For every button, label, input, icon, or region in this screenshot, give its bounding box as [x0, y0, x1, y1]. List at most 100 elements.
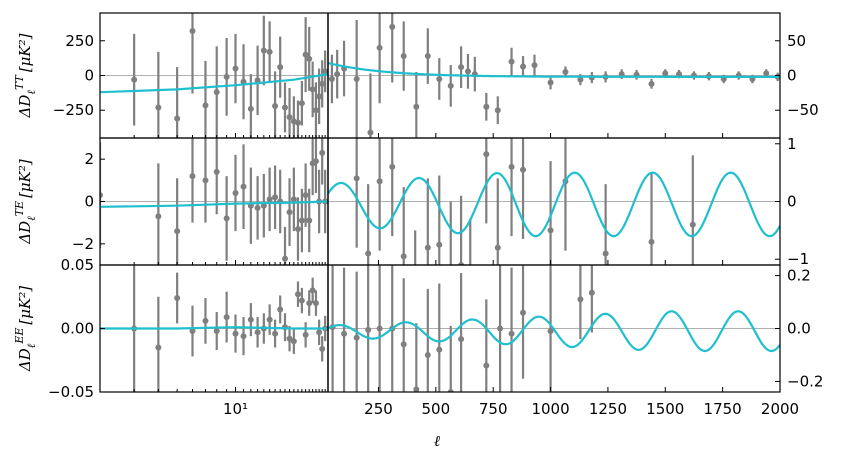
right-tick-label: 0 — [787, 193, 797, 211]
data-point — [367, 129, 374, 136]
data-point — [202, 317, 209, 324]
x-tick-label: 1750 — [704, 400, 742, 418]
data-point — [306, 300, 313, 307]
plot-layer: −250 0 250 −50 0 50 ΔDℓTT[μK²] −2 0 2 −1 0 1 ΔDℓTE[μK… — [13, 12, 823, 418]
right-tick-label: −0.2 — [787, 372, 823, 390]
data-point — [316, 329, 323, 336]
data-point — [266, 48, 273, 55]
data-point — [298, 217, 305, 224]
left-tick-label: 250 — [65, 32, 94, 50]
data-point — [302, 51, 309, 58]
data-point — [389, 163, 396, 170]
data-point — [174, 228, 181, 235]
data-point — [316, 93, 323, 100]
low-ell-points — [100, 138, 328, 265]
data-point — [213, 89, 220, 96]
data-point — [266, 196, 273, 203]
data-point — [319, 149, 326, 156]
data-point — [618, 71, 625, 78]
data-point — [202, 177, 209, 184]
low-ell-points — [131, 265, 328, 392]
data-point — [436, 75, 443, 82]
data-point — [277, 306, 284, 313]
data-point — [281, 255, 288, 262]
data-point — [662, 70, 669, 77]
data-point — [436, 346, 443, 353]
data-point — [376, 178, 383, 185]
data-point — [298, 100, 305, 107]
data-point — [290, 196, 297, 203]
left-tick-label: −250 — [53, 101, 94, 119]
data-point — [531, 62, 538, 69]
data-point — [424, 351, 431, 358]
data-point — [447, 82, 454, 89]
data-point — [290, 338, 297, 345]
data-point — [247, 316, 254, 323]
data-point — [286, 209, 293, 216]
data-point — [302, 192, 309, 199]
data-point — [223, 215, 230, 222]
x-tick-label: 250 — [364, 400, 393, 418]
left-tick-label: 0 — [84, 193, 94, 211]
left-tick-label: −2 — [72, 235, 94, 253]
low-ell-points — [131, 13, 328, 138]
data-point — [189, 328, 196, 335]
data-point — [155, 104, 162, 111]
x-tick-label: 1500 — [646, 400, 684, 418]
data-point — [213, 328, 220, 335]
right-tick-label: −1 — [787, 250, 809, 268]
data-point — [412, 297, 418, 303]
data-point — [497, 325, 504, 332]
data-point — [494, 107, 501, 114]
panel-TE: −2 0 2 −1 0 1 ΔDℓTE[μK²] — [13, 135, 809, 303]
data-point — [260, 47, 267, 54]
x-tick-label-low: 10¹ — [223, 400, 248, 418]
left-tick-label: 0.00 — [61, 320, 94, 338]
data-point — [309, 86, 316, 93]
data-point — [508, 330, 515, 337]
data-point — [306, 217, 313, 224]
right-tick-label: 0 — [787, 67, 797, 85]
data-point — [286, 335, 293, 342]
data-point — [508, 163, 515, 170]
data-point — [547, 79, 554, 86]
x-tick-label: 1000 — [531, 400, 569, 418]
high-ell-points — [329, 265, 595, 392]
model-curve-low — [100, 326, 328, 330]
data-point — [400, 253, 407, 260]
data-point — [319, 80, 326, 87]
left-tick-label: −0.05 — [48, 383, 94, 401]
data-point — [174, 115, 181, 122]
high-ell-points — [353, 138, 696, 303]
data-point — [483, 151, 490, 158]
x-tick-label: 500 — [422, 400, 451, 418]
data-point — [272, 330, 279, 337]
panel-TT: −250 0 250 −50 0 50 ΔDℓTT[μK²] — [13, 12, 819, 139]
data-point — [272, 194, 279, 201]
data-point — [277, 64, 284, 71]
panel-EE: −0.05 0.00 0.05 −0.2 0.0 0.2 ΔDℓEE[μK²] — [13, 256, 823, 401]
data-point — [155, 213, 162, 220]
x-tick-label: 750 — [479, 400, 508, 418]
data-point — [266, 316, 273, 323]
data-point — [376, 325, 383, 332]
data-point — [281, 104, 288, 111]
data-point — [547, 227, 554, 234]
data-point — [447, 389, 454, 392]
data-point — [312, 107, 319, 114]
x-tick-label: 1250 — [589, 400, 627, 418]
data-point — [520, 63, 527, 70]
model-curve-high — [328, 61, 780, 78]
data-point — [424, 244, 431, 251]
data-point — [272, 103, 279, 110]
data-point — [312, 300, 319, 307]
data-point — [376, 44, 383, 51]
data-point — [353, 334, 360, 341]
data-point — [232, 65, 239, 72]
x-axis-label: ℓ — [434, 432, 440, 450]
model-curve-low — [100, 200, 328, 208]
data-point — [494, 244, 501, 251]
data-point — [254, 204, 261, 211]
data-point — [458, 262, 465, 265]
right-tick-label: −50 — [787, 101, 819, 119]
